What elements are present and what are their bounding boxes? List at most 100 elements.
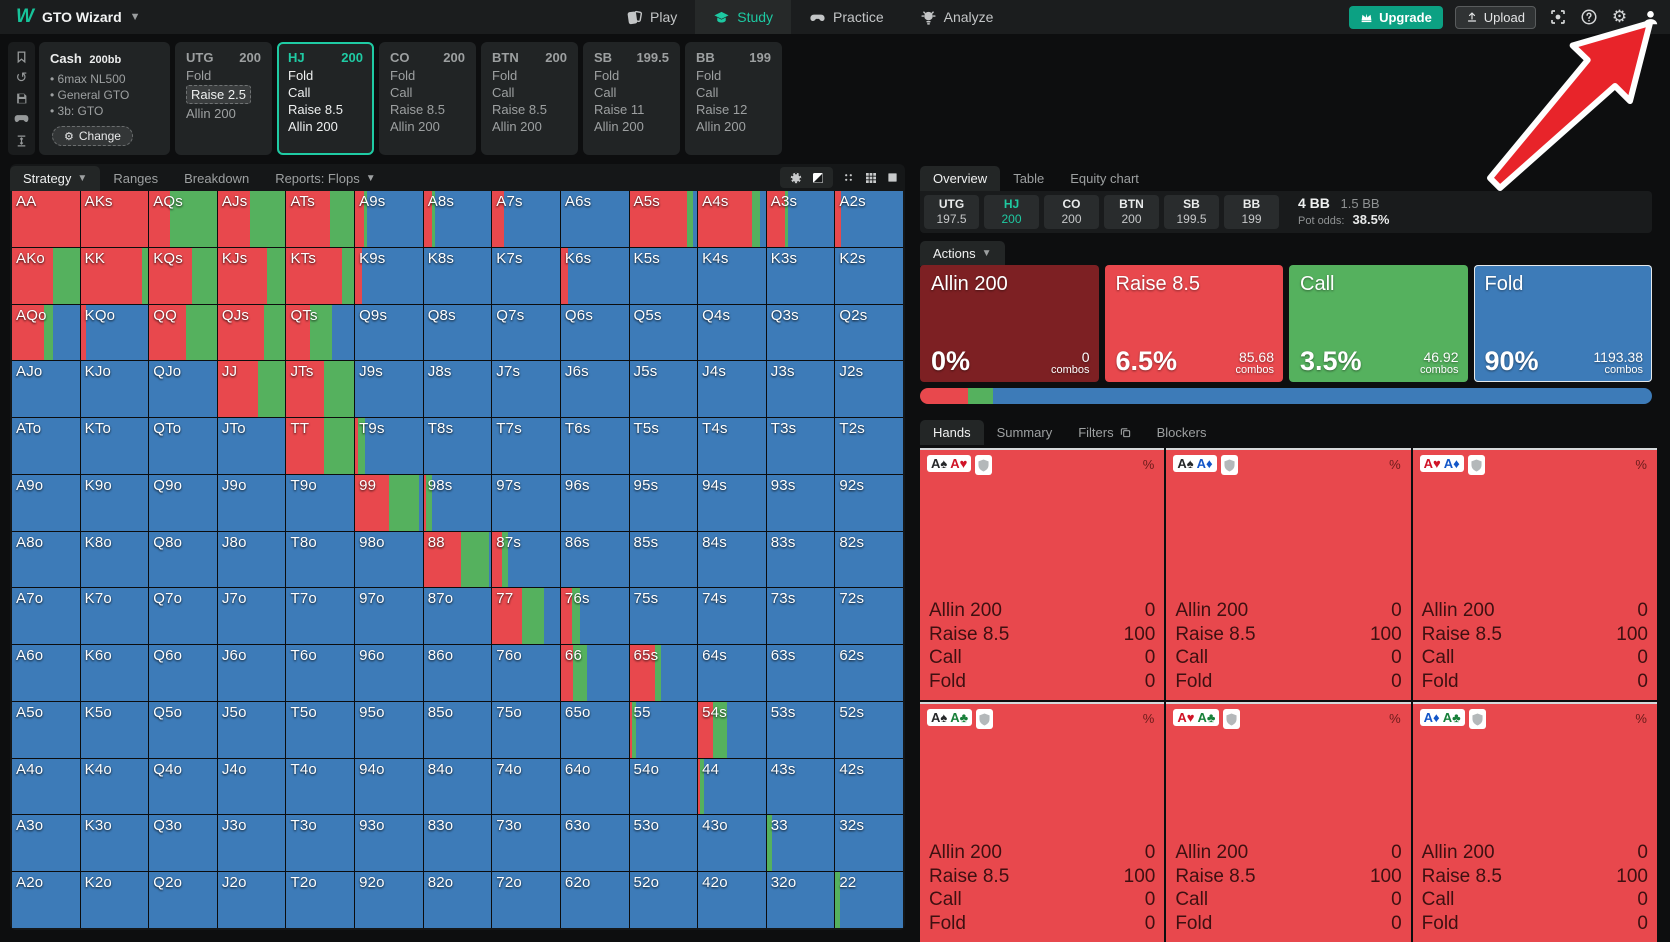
matrix-cell-AQo[interactable]: AQo: [12, 304, 80, 361]
overview-chip-bb[interactable]: BB 199: [1224, 195, 1279, 229]
matrix-cell-A6o[interactable]: A6o: [12, 645, 80, 701]
matrix-cell-95o[interactable]: 95o: [355, 701, 423, 758]
position-action[interactable]: Fold: [186, 68, 212, 83]
matrix-cell-J4s[interactable]: J4s: [698, 361, 766, 418]
matrix-cell-98s[interactable]: 98s: [423, 474, 492, 531]
matrix-cell-84s[interactable]: 84s: [698, 531, 766, 588]
matrix-cell-93s[interactable]: 93s: [766, 474, 835, 531]
matrix-cell-A2o[interactable]: A2o: [12, 872, 80, 928]
matrix-cell-QJs[interactable]: QJs: [217, 304, 286, 361]
position-action[interactable]: Fold: [594, 68, 620, 83]
position-action[interactable]: Allin 200: [288, 119, 338, 134]
hand-card-As-Ah[interactable]: A♠ A♥% Allin 200 0 Raise 8.5 100 Call 0 Fold 0: [920, 448, 1165, 700]
position-action[interactable]: Fold: [288, 68, 314, 83]
matrix-cell-K9s[interactable]: K9s: [355, 247, 423, 304]
matrix-cell-Q6s[interactable]: Q6s: [560, 304, 629, 361]
matrix-cell-55[interactable]: 55: [629, 701, 698, 758]
matrix-cell-43o[interactable]: 43o: [698, 815, 766, 872]
square-icon[interactable]: [886, 171, 899, 184]
matrix-cell-62o[interactable]: 62o: [560, 872, 629, 928]
matrix-cell-AKo[interactable]: AKo: [12, 247, 80, 304]
nav-study[interactable]: Study: [695, 0, 792, 34]
position-action[interactable]: Call: [594, 85, 617, 100]
matrix-cell-QQ[interactable]: QQ: [149, 304, 217, 361]
position-box-bb[interactable]: BB 199 Fold Call Raise 12 Allin 200: [685, 42, 782, 155]
matrix-cell-JJ[interactable]: JJ: [217, 361, 286, 418]
matrix-cell-A9s[interactable]: A9s: [355, 191, 423, 247]
matrix-cell-63s[interactable]: 63s: [766, 645, 835, 701]
matrix-cell-76o[interactable]: 76o: [492, 645, 560, 701]
matrix-cell-KJo[interactable]: KJo: [80, 361, 149, 418]
overview-chip-sb[interactable]: SB 199.5: [1164, 195, 1219, 229]
matrix-cell-J2o[interactable]: J2o: [217, 872, 286, 928]
matrix-cell-K5o[interactable]: K5o: [80, 701, 149, 758]
overview-chip-utg[interactable]: UTG 197.5: [924, 195, 979, 229]
matrix-cell-ATs[interactable]: ATs: [286, 191, 355, 247]
matrix-cell-92s[interactable]: 92s: [835, 474, 903, 531]
matrix-cell-JTo[interactable]: JTo: [217, 418, 286, 474]
save-icon[interactable]: [14, 91, 29, 106]
matrix-cell-A2s[interactable]: A2s: [835, 191, 903, 247]
matrix-cell-Q3s[interactable]: Q3s: [766, 304, 835, 361]
position-action[interactable]: Raise 2.5: [186, 84, 261, 105]
matrix-cell-53o[interactable]: 53o: [629, 815, 698, 872]
tab-hands[interactable]: Hands: [920, 420, 984, 445]
overview-chip-co[interactable]: CO 200: [1044, 195, 1099, 229]
matrix-cell-64s[interactable]: 64s: [698, 645, 766, 701]
chip-icon[interactable]: [789, 171, 802, 184]
matrix-cell-QTo[interactable]: QTo: [149, 418, 217, 474]
matrix-cell-J3s[interactable]: J3s: [766, 361, 835, 418]
matrix-cell-94o[interactable]: 94o: [355, 758, 423, 815]
matrix-cell-K9o[interactable]: K9o: [80, 474, 149, 531]
matrix-cell-Q5s[interactable]: Q5s: [629, 304, 698, 361]
matrix-cell-QTs[interactable]: QTs: [286, 304, 355, 361]
brand[interactable]: W GTO Wizard ▼: [0, 6, 141, 28]
matrix-cell-72o[interactable]: 72o: [492, 872, 560, 928]
matrix-cell-T7s[interactable]: T7s: [492, 418, 560, 474]
matrix-cell-73s[interactable]: 73s: [766, 588, 835, 645]
matrix-cell-J3o[interactable]: J3o: [217, 815, 286, 872]
matrix-cell-T2o[interactable]: T2o: [286, 872, 355, 928]
matrix-cell-Q9s[interactable]: Q9s: [355, 304, 423, 361]
matrix-cell-A5s[interactable]: A5s: [629, 191, 698, 247]
matrix-cell-66[interactable]: 66: [560, 645, 629, 701]
position-action[interactable]: Fold: [390, 68, 416, 83]
matrix-cell-K2s[interactable]: K2s: [835, 247, 903, 304]
matrix-cell-K6o[interactable]: K6o: [80, 645, 149, 701]
matrix-cell-99[interactable]: 99: [355, 474, 423, 531]
matrix-cell-A5o[interactable]: A5o: [12, 701, 80, 758]
matrix-cell-54o[interactable]: 54o: [629, 758, 698, 815]
position-box-btn[interactable]: BTN 200 Fold Call Raise 8.5 Allin 200: [481, 42, 578, 155]
tab-strategy[interactable]: Strategy ▼: [10, 166, 101, 191]
history-icon[interactable]: ↺: [15, 69, 28, 85]
matrix-cell-K3s[interactable]: K3s: [766, 247, 835, 304]
matrix-cell-A8o[interactable]: A8o: [12, 531, 80, 588]
position-action[interactable]: Allin 200: [186, 106, 236, 121]
matrix-cell-84o[interactable]: 84o: [423, 758, 492, 815]
matrix-cell-AJo[interactable]: AJo: [12, 361, 80, 418]
settings-icon[interactable]: ⚙: [1611, 7, 1628, 26]
matrix-cell-53s[interactable]: 53s: [766, 701, 835, 758]
matrix-cell-52o[interactable]: 52o: [629, 872, 698, 928]
matrix-cell-93o[interactable]: 93o: [355, 815, 423, 872]
matrix-cell-A8s[interactable]: A8s: [423, 191, 492, 247]
position-action[interactable]: Fold: [696, 68, 722, 83]
position-action[interactable]: Raise 8.5: [492, 102, 547, 117]
matrix-cell-J7s[interactable]: J7s: [492, 361, 560, 418]
position-action[interactable]: Raise 12: [696, 102, 748, 117]
position-box-sb[interactable]: SB 199.5 Fold Call Raise 11 Allin 200: [583, 42, 680, 155]
matrix-cell-63o[interactable]: 63o: [560, 815, 629, 872]
matrix-cell-KK[interactable]: KK: [80, 247, 149, 304]
hand-card-Ad-Ac[interactable]: A♦ A♣% Allin 200 0 Raise 8.5 100 Call 0 Fold 0: [1412, 702, 1657, 942]
position-action[interactable]: Call: [390, 85, 413, 100]
matrix-cell-T8s[interactable]: T8s: [423, 418, 492, 474]
matrix-cell-85s[interactable]: 85s: [629, 531, 698, 588]
matrix-cell-43s[interactable]: 43s: [766, 758, 835, 815]
gamepad-icon[interactable]: [14, 112, 29, 127]
matrix-cell-J5s[interactable]: J5s: [629, 361, 698, 418]
matrix-cell-65o[interactable]: 65o: [560, 701, 629, 758]
matrix-cell-52s[interactable]: 52s: [835, 701, 903, 758]
matrix-cell-A9o[interactable]: A9o: [12, 474, 80, 531]
tab-reports-flops[interactable]: Reports: Flops ▼: [262, 166, 388, 191]
matrix-cell-86s[interactable]: 86s: [560, 531, 629, 588]
